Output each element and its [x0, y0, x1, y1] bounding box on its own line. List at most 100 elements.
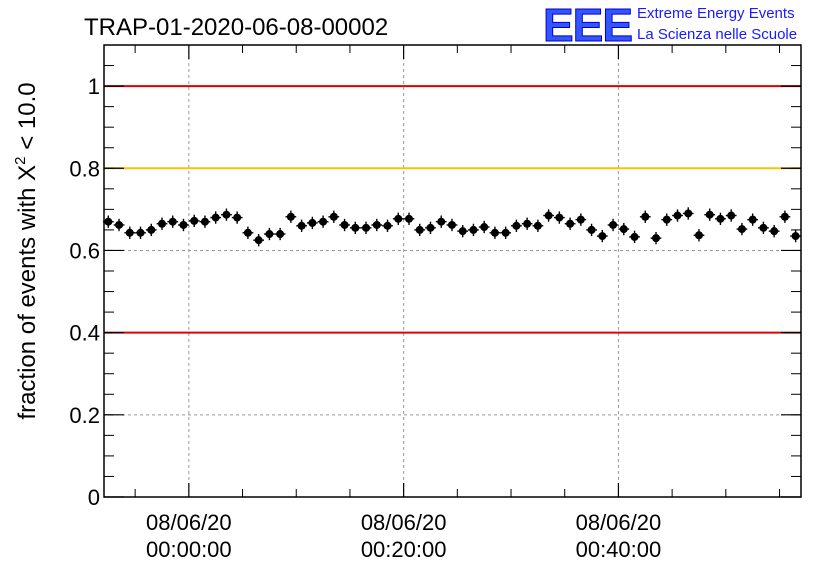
data-point	[672, 209, 683, 222]
y-tick-label: 0.2	[69, 403, 100, 428]
x-tick-labels: 08/06/2000:00:0008/06/2000:20:0008/06/20…	[146, 510, 661, 562]
logo-line-1: Extreme Energy Events	[637, 5, 795, 22]
data-marker	[372, 220, 381, 229]
data-point	[231, 211, 243, 224]
y-tick-label: 0.6	[69, 238, 100, 263]
data-marker	[147, 225, 156, 234]
data-point	[618, 222, 630, 236]
data-point	[274, 227, 286, 241]
data-point	[167, 215, 179, 228]
grid-lines	[104, 45, 801, 497]
data-point	[607, 218, 619, 232]
data-point	[682, 207, 694, 220]
data-points	[102, 207, 801, 247]
x-tick-time: 00:00:00	[146, 537, 232, 562]
data-point	[317, 215, 329, 228]
data-point	[457, 224, 469, 238]
y-axis-title-sup: 2	[12, 156, 29, 164]
reference-lines	[104, 85, 801, 334]
data-point	[768, 224, 780, 238]
data-marker	[426, 223, 435, 232]
data-point	[596, 229, 608, 243]
data-marker	[705, 210, 714, 219]
data-marker	[555, 213, 564, 222]
data-marker	[243, 228, 252, 237]
data-marker	[759, 223, 768, 232]
data-marker	[415, 225, 424, 234]
data-point	[564, 217, 576, 230]
data-point	[306, 216, 318, 230]
data-point	[253, 234, 265, 247]
data-marker	[340, 220, 349, 229]
data-marker	[544, 211, 553, 220]
data-point	[403, 212, 415, 225]
data-point	[532, 219, 544, 232]
data-point	[210, 211, 222, 224]
data-marker	[157, 219, 166, 228]
data-point	[693, 229, 705, 242]
data-point	[264, 227, 275, 241]
y-tick-label: 0.4	[69, 321, 100, 346]
data-point	[758, 221, 769, 235]
data-marker	[662, 215, 671, 224]
data-marker	[727, 211, 736, 220]
data-marker	[190, 216, 199, 225]
data-marker	[405, 214, 414, 223]
data-point	[221, 208, 232, 221]
data-marker	[566, 219, 575, 228]
data-marker	[319, 217, 328, 226]
data-marker	[630, 232, 639, 241]
data-point	[715, 212, 726, 225]
data-marker	[104, 217, 113, 226]
data-marker	[598, 232, 607, 241]
data-marker	[737, 225, 746, 234]
data-point	[639, 210, 651, 223]
data-marker	[770, 227, 779, 236]
data-point	[586, 223, 597, 237]
data-marker	[329, 212, 338, 221]
data-marker	[351, 223, 360, 232]
data-marker	[780, 212, 789, 221]
data-marker	[652, 234, 661, 243]
data-marker	[308, 218, 317, 227]
chart-title: TRAP-01-2020-06-08-00002	[84, 14, 388, 41]
data-point	[135, 226, 146, 239]
y-tick-label: 0.8	[69, 156, 100, 181]
data-marker	[115, 220, 124, 229]
data-marker	[673, 211, 682, 220]
data-point	[113, 218, 125, 232]
data-marker	[490, 228, 499, 237]
plot-frame	[103, 44, 802, 498]
data-marker	[501, 228, 510, 237]
data-marker	[222, 210, 231, 219]
x-tick-date: 08/06/20	[146, 510, 232, 535]
data-point	[382, 219, 393, 232]
data-marker	[512, 221, 521, 230]
data-point	[349, 221, 361, 235]
data-point	[468, 223, 479, 237]
data-marker	[265, 230, 274, 239]
data-marker	[641, 212, 650, 221]
data-point	[500, 226, 512, 239]
data-point	[371, 218, 383, 232]
data-marker	[254, 236, 263, 245]
data-marker	[136, 228, 145, 237]
data-point	[145, 223, 157, 237]
data-marker	[211, 213, 220, 222]
data-point	[446, 218, 458, 232]
data-marker	[748, 215, 757, 224]
y-tick-label: 1	[88, 74, 100, 99]
data-point	[704, 208, 716, 221]
data-point	[392, 212, 404, 225]
data-point	[779, 210, 791, 223]
logo-mark: EEE	[543, 0, 632, 51]
data-point	[553, 211, 565, 224]
data-point	[435, 215, 447, 228]
data-marker	[533, 221, 542, 230]
data-point	[188, 214, 200, 228]
data-point	[414, 223, 426, 237]
data-marker	[609, 220, 618, 229]
y-tick-label: 0	[88, 485, 100, 510]
data-marker	[447, 220, 456, 229]
